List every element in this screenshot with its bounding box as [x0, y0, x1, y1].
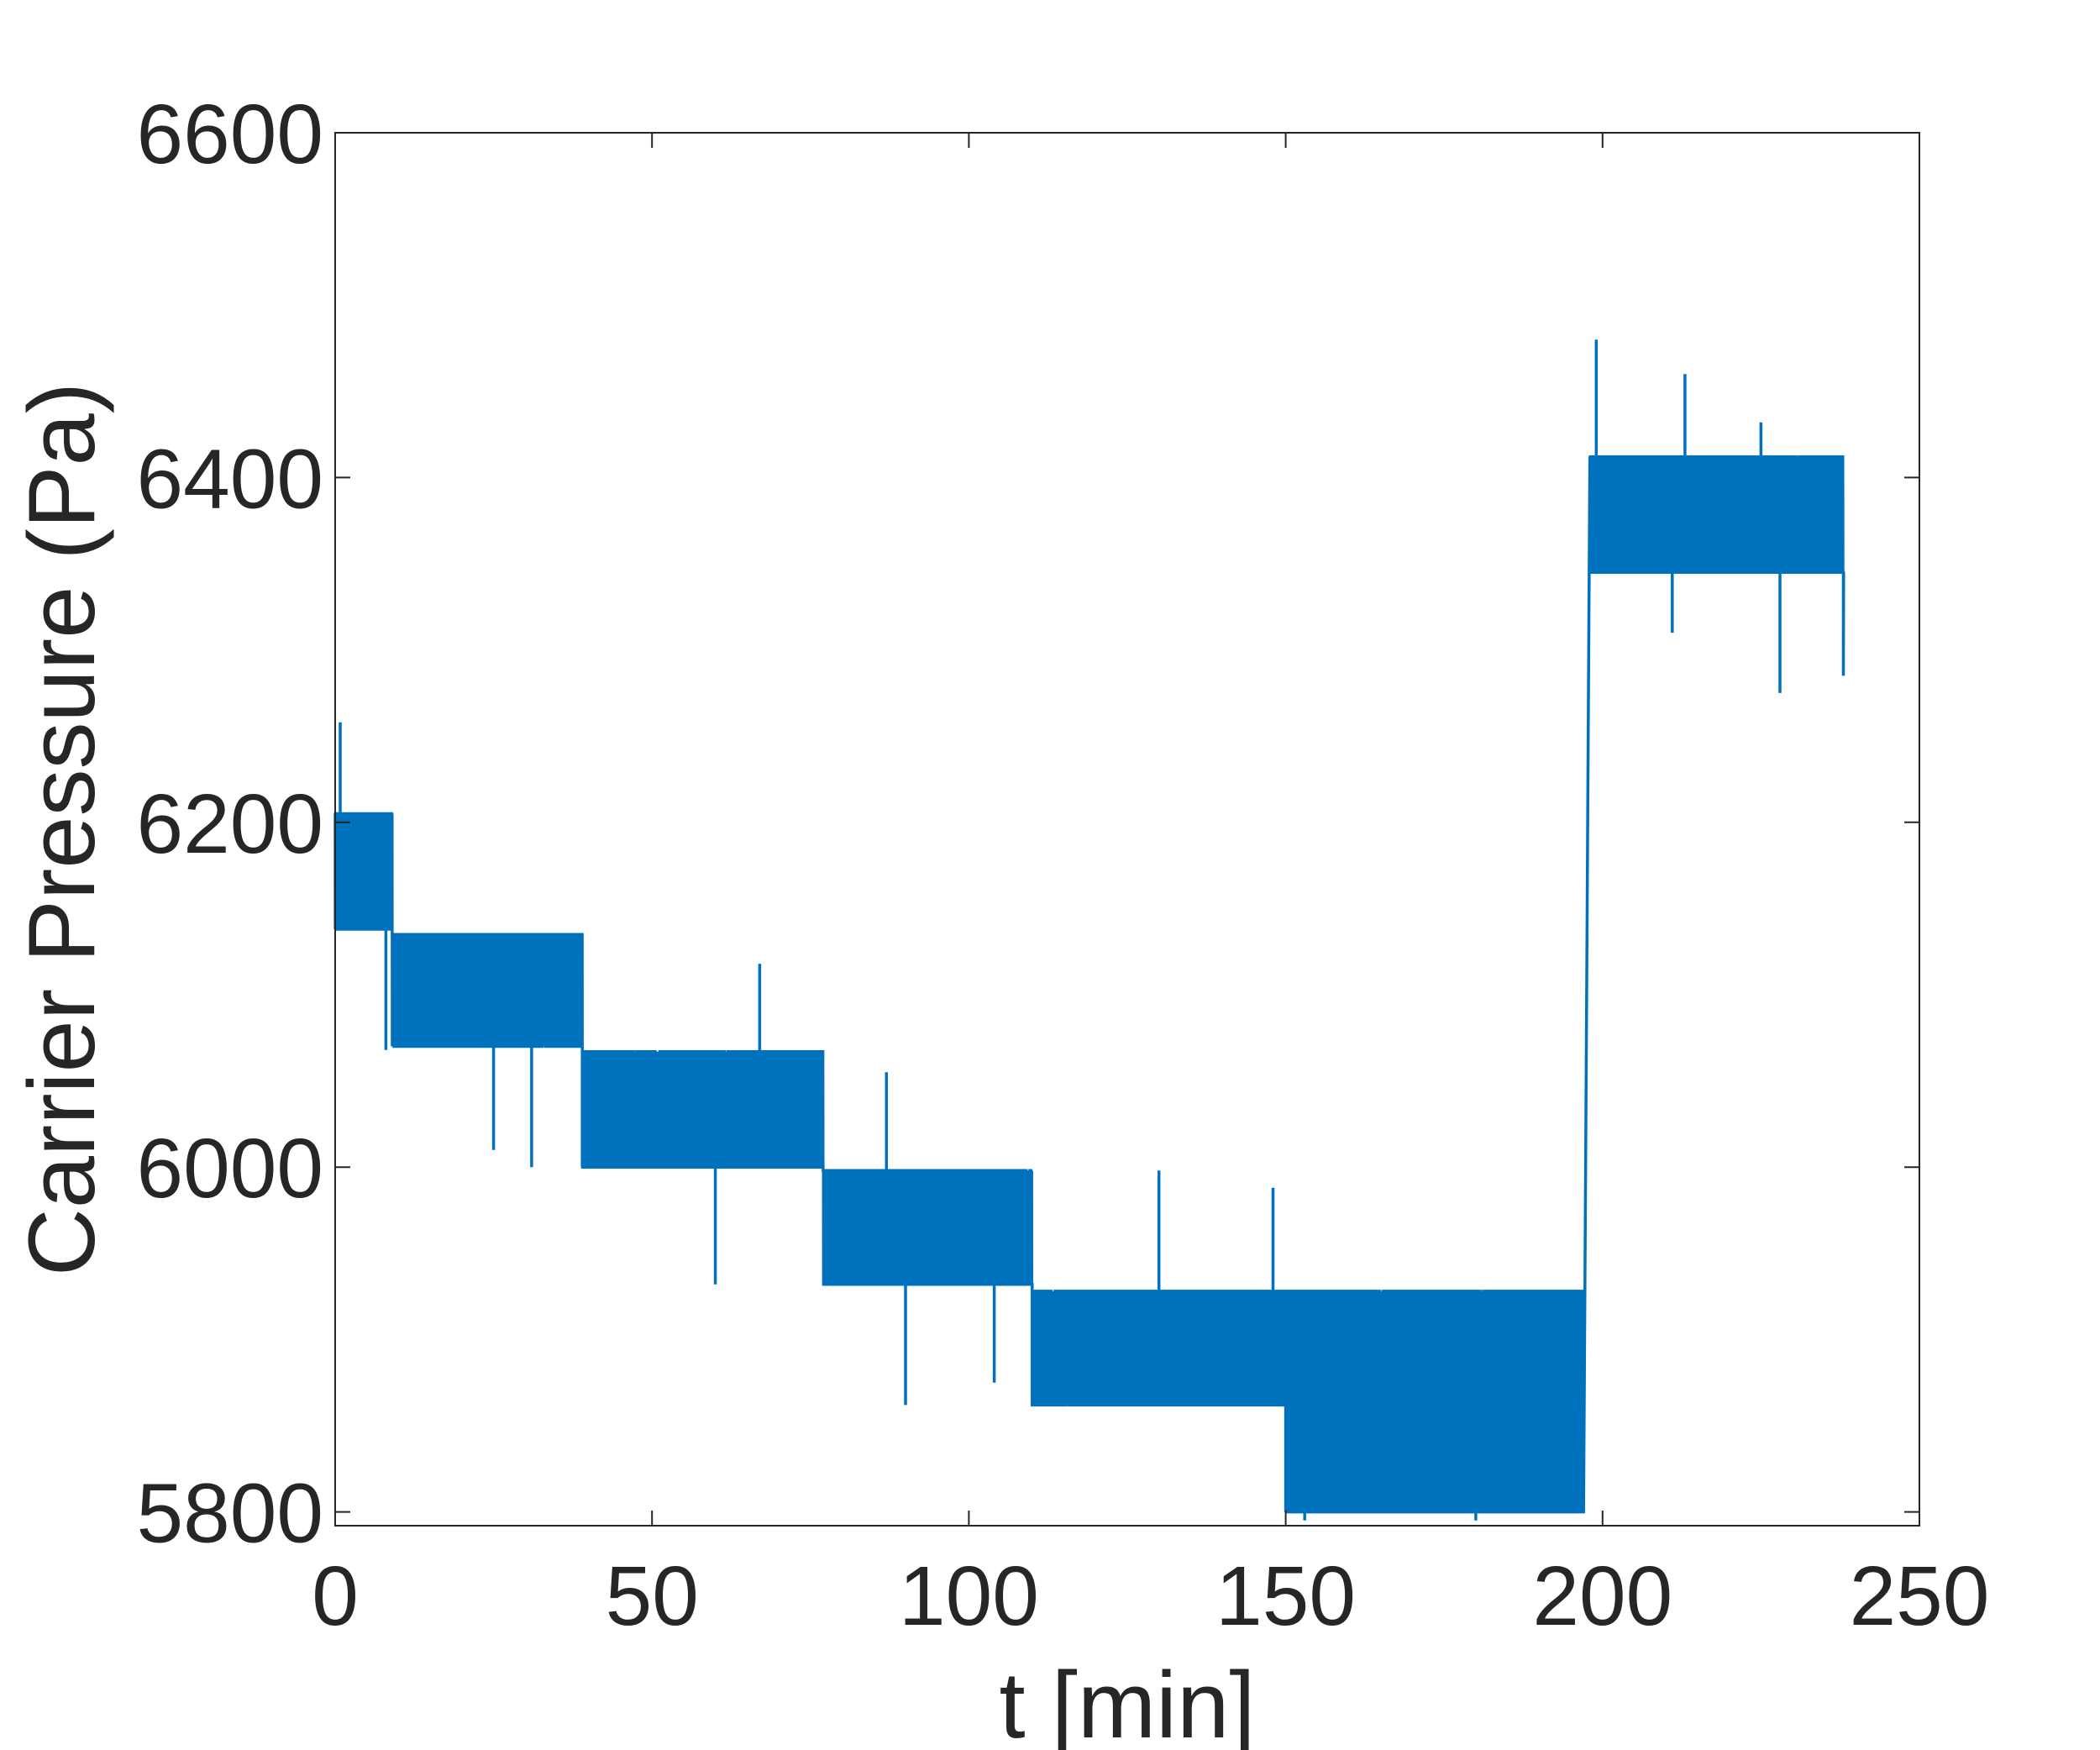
x-tick-label: 150 — [1215, 1549, 1356, 1643]
pressure-series-line — [333, 339, 1845, 1521]
y-tick-label: 6200 — [137, 777, 323, 871]
y-axis-label: Carrier Pressure (Pa) — [9, 382, 114, 1276]
plot-series — [333, 339, 1845, 1521]
x-tick-label: 50 — [606, 1549, 699, 1643]
x-tick-label: 200 — [1532, 1549, 1672, 1643]
x-tick-label: 100 — [899, 1549, 1039, 1643]
y-axis-ticks: 5800 6000 6200 6400 6600 — [137, 87, 1919, 1561]
y-tick-label: 6600 — [137, 87, 323, 181]
x-axis-ticks: 0 50 100 150 200 250 — [312, 133, 1989, 1643]
x-axis-label: t [min] — [1000, 1653, 1256, 1750]
y-tick-label: 6000 — [137, 1122, 323, 1216]
y-tick-label: 5800 — [137, 1467, 323, 1561]
x-tick-label: 250 — [1850, 1549, 1990, 1643]
x-tick-label: 0 — [312, 1549, 359, 1643]
y-tick-label: 6400 — [137, 432, 323, 526]
axes-box — [334, 132, 1920, 1527]
